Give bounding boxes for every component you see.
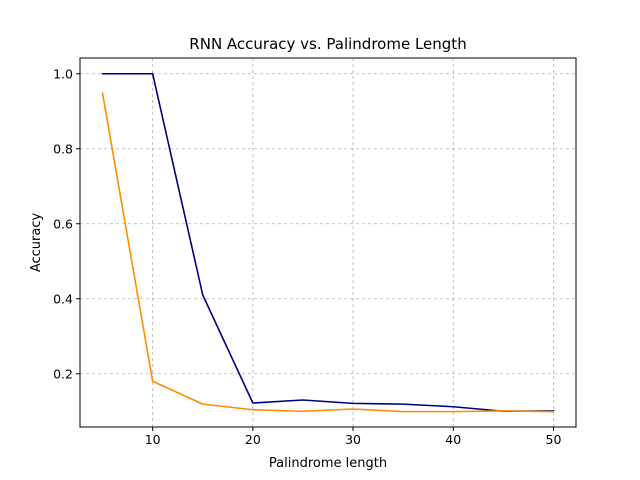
series-line-1 xyxy=(101,72,555,413)
y-tick-label: 0.4 xyxy=(53,291,73,306)
series-line-2 xyxy=(101,92,555,413)
x-axis-label: Palindrome length xyxy=(269,456,387,471)
grid xyxy=(80,58,576,427)
y-tick-label: 0.2 xyxy=(53,366,73,381)
x-tick-label: 40 xyxy=(445,432,461,447)
x-tick-label: 50 xyxy=(546,432,562,447)
x-tick-label: 10 xyxy=(145,432,161,447)
chart-title: RNN Accuracy vs. Palindrome Length xyxy=(189,35,466,53)
x-tick-label: 20 xyxy=(245,432,261,447)
x-tick-label: 30 xyxy=(345,432,361,447)
y-tick-label: 1.0 xyxy=(53,66,73,81)
y-axis-label: Accuracy xyxy=(29,213,44,273)
y-tick-label: 0.8 xyxy=(53,141,73,156)
ticks: 10 20 30 40 50 0.2 0.4 0.6 0.8 1.0 xyxy=(53,66,561,447)
series-layer xyxy=(101,72,555,413)
plot-frame xyxy=(79,57,577,428)
y-tick-label: 0.6 xyxy=(53,216,73,231)
